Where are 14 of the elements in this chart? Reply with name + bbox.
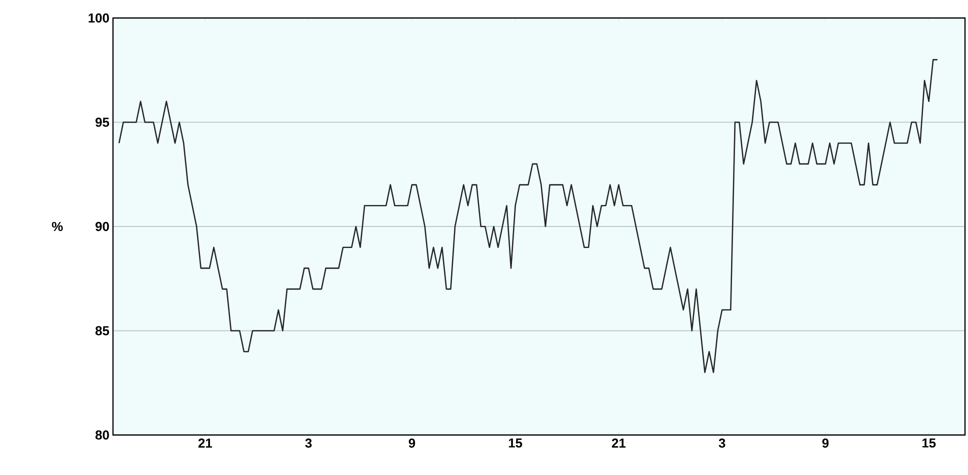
y-tick-label: 80 xyxy=(95,430,109,440)
x-tick-label: 15 xyxy=(508,438,522,448)
x-tick-label: 21 xyxy=(198,438,212,448)
y-axis-title: % xyxy=(52,222,63,232)
y-tick-label: 100 xyxy=(88,13,109,23)
x-tick-label: 9 xyxy=(822,438,829,448)
x-tick-label: 15 xyxy=(922,438,936,448)
x-tick-label: 3 xyxy=(305,438,312,448)
x-tick-label: 3 xyxy=(718,438,726,448)
x-tick-label: 21 xyxy=(612,438,626,448)
x-tick-label: 9 xyxy=(408,438,416,448)
y-tick-label: 85 xyxy=(95,326,110,336)
y-tick-label: 90 xyxy=(96,222,109,232)
y-tick-label: 95 xyxy=(96,118,110,127)
